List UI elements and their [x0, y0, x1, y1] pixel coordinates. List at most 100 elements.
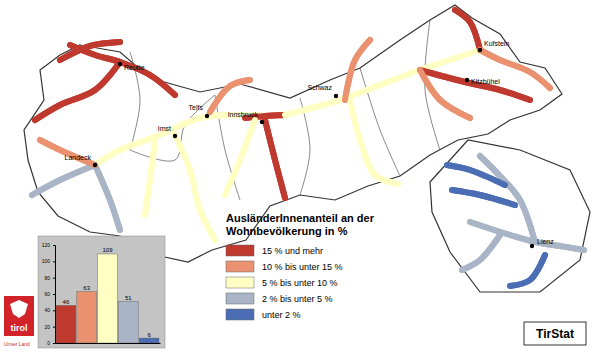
source-label: TirStat: [536, 327, 574, 341]
outlines: [24, 5, 590, 292]
valley: [40, 140, 95, 165]
bar: [139, 338, 159, 343]
data-label: 46: [63, 299, 70, 305]
town-dot: [465, 78, 469, 82]
town-dot: [334, 94, 338, 98]
legend-label: 5 % bis unter 10 %: [262, 278, 338, 288]
inset-background: [38, 236, 165, 348]
town-label: Kufstein: [484, 40, 509, 47]
legend-swatch: [226, 309, 254, 320]
y-axis-line: [53, 246, 56, 344]
y-tick-mark: [53, 343, 55, 344]
town-dot: [205, 114, 209, 118]
legend: AusländerInnenanteil an derWohnbevölkeru…: [226, 212, 375, 320]
valley: [470, 222, 584, 250]
y-tick-label: 60: [44, 291, 50, 297]
bar: [118, 301, 138, 343]
valley: [32, 165, 95, 195]
x-axis-line: [56, 343, 161, 344]
valley: [350, 100, 398, 184]
y-tick-label: 80: [44, 275, 50, 281]
data-label: 51: [125, 295, 132, 301]
town-label: Kitzbühel: [471, 78, 500, 85]
valley: [420, 70, 470, 118]
bar: [56, 305, 76, 343]
legend-label: 2 % bis unter 5 %: [262, 294, 333, 304]
bar: [98, 254, 118, 343]
town-dot: [260, 120, 264, 124]
y-tick: 40: [44, 307, 55, 313]
town-label: Schwaz: [307, 84, 332, 91]
valley: [265, 120, 285, 198]
legend-swatch: [226, 245, 254, 256]
legend-swatch: [226, 261, 254, 272]
valley: [225, 120, 255, 195]
data-label: 109: [102, 247, 113, 253]
logo-tagline: Unser Land: [4, 341, 30, 347]
town-label: Imst: [158, 125, 171, 132]
legend-swatch: [226, 293, 254, 304]
valley: [70, 45, 175, 95]
valley: [462, 235, 500, 270]
valley: [95, 165, 120, 230]
y-tick: 0: [47, 340, 55, 346]
y-tick: 60: [44, 291, 55, 297]
source-box: [524, 322, 586, 345]
valley: [510, 255, 545, 286]
valley: [175, 135, 215, 240]
logo-name: tirol: [11, 323, 28, 333]
y-tick-label: 20: [44, 324, 50, 330]
valley: [210, 80, 250, 112]
town-dot: [118, 62, 122, 66]
town-label: Reutte: [124, 64, 145, 71]
valley: [35, 62, 120, 120]
towns: Reutte Kufstein Kitzbühel Schwaz Telfs Innsbr…: [65, 40, 555, 248]
y-tick-label: 100: [42, 258, 51, 264]
y-tick-mark: [53, 261, 55, 262]
y-tick-mark: [53, 310, 55, 311]
valley: [40, 140, 95, 165]
valley: [60, 42, 120, 60]
town-label: Lienz: [537, 238, 554, 245]
y-tick: 20: [44, 324, 55, 330]
town-label: Telfs: [189, 104, 204, 111]
town-label: Landeck: [65, 154, 92, 161]
legend-title: AusländerInnenanteil an der: [226, 212, 375, 224]
y-tick-label: 120: [42, 242, 51, 248]
valley: [32, 165, 95, 195]
town-dot: [478, 48, 482, 52]
town-dot: [530, 244, 534, 248]
legend-label: unter 2 %: [262, 310, 301, 320]
logo-eagle: [10, 300, 28, 318]
legend-swatch: [226, 277, 254, 288]
valley: [145, 140, 155, 215]
y-tick-label: 0: [47, 340, 50, 346]
valley: [175, 135, 215, 240]
valley: [350, 100, 398, 184]
valley: [447, 165, 505, 185]
data-labels: 4663109516: [63, 247, 152, 337]
y-tick: 120: [42, 242, 55, 248]
valley: [95, 165, 120, 230]
valley: [452, 190, 515, 205]
valley: [265, 120, 285, 198]
east-tyrol-outline: [430, 140, 590, 292]
data-label: 63: [83, 285, 90, 291]
valley: [462, 235, 500, 270]
valley: [145, 140, 155, 215]
y-axis: 0 20 40 60 80 100 120: [42, 242, 56, 346]
valley: [455, 10, 480, 50]
valley: [345, 40, 370, 100]
town-dot: [173, 134, 177, 138]
valley: [35, 62, 120, 120]
y-tick: 80: [44, 275, 55, 281]
y-tick-label: 40: [44, 307, 50, 313]
legend-label: 10 % bis unter 15 %: [262, 262, 343, 272]
town-dot: [93, 163, 97, 167]
source: TirStat: [524, 322, 586, 345]
legend-label: 15 % und mehr: [262, 246, 323, 256]
y-tick-mark: [53, 278, 55, 279]
town-label: Innsbruck: [228, 111, 259, 118]
y-tick: 100: [42, 258, 55, 264]
valley: [455, 10, 480, 50]
